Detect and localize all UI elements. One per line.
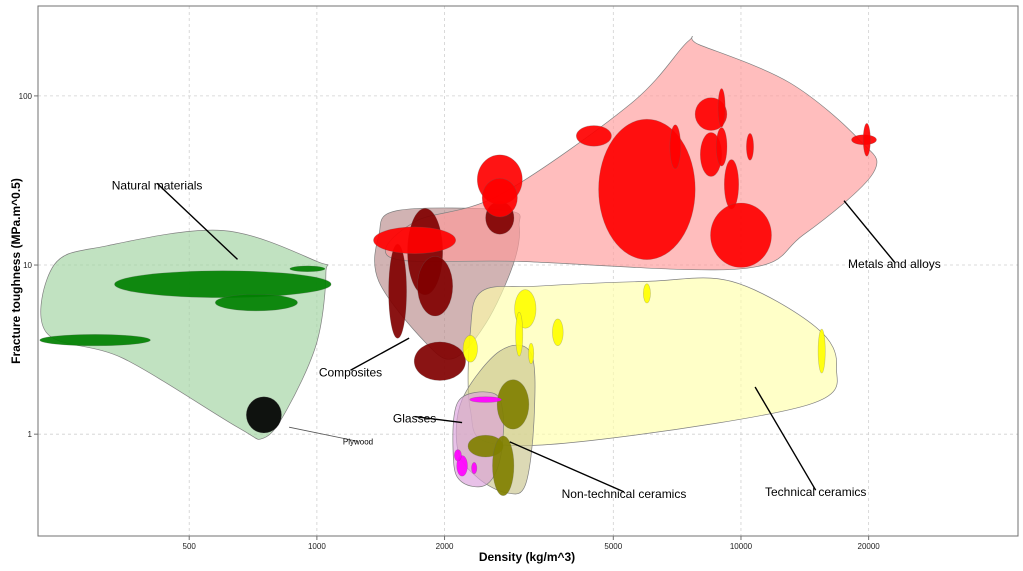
bubble-glasses-3: [471, 462, 478, 475]
label-technical-ceramics: Technical ceramics: [765, 485, 866, 499]
x-tick-label-10000: 10000: [730, 542, 753, 551]
x-tick-label-20000: 20000: [858, 542, 881, 551]
bubble-natural-materials-2: [214, 294, 298, 312]
leader-line-glasses: [414, 415, 463, 424]
bubble-metals-and-alloys-4: [576, 125, 612, 147]
bubble-metals-and-alloys-12: [710, 202, 772, 268]
bubble-natural-materials-1: [114, 270, 332, 298]
bubble-glasses-4: [453, 449, 462, 462]
bubble-glasses-2: [456, 455, 468, 477]
x-tick-label-1000: 1000: [308, 542, 326, 551]
bubble-metals-and-alloys-15: [862, 123, 871, 157]
leader-line-non-technical-ceramics: [509, 441, 625, 493]
x-axis-title: Density (kg/m^3): [479, 550, 575, 564]
bubble-technical-ceramics-1: [462, 335, 478, 363]
bubble-composites-1: [388, 243, 407, 339]
bubble-glasses-1: [469, 396, 502, 403]
y-tick-label-100: 100: [19, 92, 33, 101]
bubble-metals-and-alloys-10: [717, 88, 726, 128]
bubble-metals-and-alloys-6: [669, 124, 681, 170]
bubble-natural-materials-3: [289, 265, 326, 272]
axis-ticks: 500 1000 2000 5000 10000 20000 1 10 100: [19, 92, 881, 551]
label-plywood: Plywood: [343, 437, 373, 446]
y-tick-label-1: 1: [28, 430, 33, 439]
material-bubbles: [39, 88, 877, 496]
annotations: Natural materials Plywood Composites Glasse…: [112, 178, 941, 501]
bubble-composites-4: [413, 341, 466, 381]
bubble-metals-and-alloys-9: [715, 127, 728, 167]
bubble-metals-and-alloys-11: [723, 159, 739, 210]
bubble-composites-3: [417, 256, 454, 317]
leader-line-natural-materials: [156, 182, 238, 260]
y-axis-title: Fracture toughness (MPa.m^0.5): [9, 178, 23, 364]
leader-line-plywood: [289, 426, 359, 442]
label-metals-and-alloys: Metals and alloys: [848, 257, 941, 271]
bubble-non-technical-ceramics-3: [492, 435, 515, 496]
bubble-metals-and-alloys-13: [746, 133, 754, 161]
bubble-natural-materials-4: [39, 334, 151, 347]
bubble-plywood-1: [245, 396, 282, 434]
leader-line-composites: [350, 337, 410, 371]
bubble-non-technical-ceramics-1: [496, 379, 530, 430]
label-glasses: Glasses: [393, 412, 436, 426]
label-natural-materials: Natural materials: [112, 178, 203, 192]
bubble-technical-ceramics-6: [643, 283, 651, 304]
bubble-metals-and-alloys-1: [373, 226, 456, 255]
x-tick-label-500: 500: [183, 542, 197, 551]
leader-line-technical-ceramics: [754, 386, 817, 491]
x-tick-label-5000: 5000: [604, 542, 622, 551]
bubble-technical-ceramics-5: [552, 318, 564, 346]
bubble-technical-ceramics-4: [528, 342, 535, 365]
bubble-metals-and-alloys-3: [481, 178, 518, 218]
y-tick-label-10: 10: [23, 261, 32, 270]
plot-frame: [37, 5, 1019, 537]
bubble-technical-ceramics-7: [817, 328, 826, 374]
x-tick-label-2000: 2000: [436, 542, 454, 551]
label-composites: Composites: [319, 365, 382, 379]
bubble-technical-ceramics-3: [515, 311, 524, 357]
leader-line-metals-and-alloys: [843, 200, 895, 263]
label-non-technical-ceramics: Non-technical ceramics: [562, 487, 687, 501]
